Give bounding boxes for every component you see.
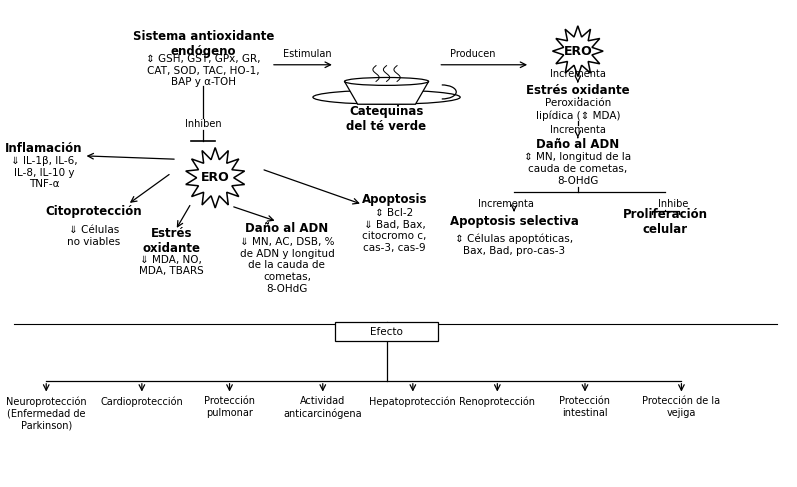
Text: Protección
intestinal: Protección intestinal bbox=[559, 396, 611, 418]
Polygon shape bbox=[186, 148, 245, 208]
Text: Incrementa: Incrementa bbox=[550, 69, 606, 79]
Ellipse shape bbox=[313, 90, 460, 104]
Text: ⇓ MN, AC, DSB, %
de ADN y longitud
de la cauda de
cometas,
8-OHdG: ⇓ MN, AC, DSB, % de ADN y longitud de la… bbox=[240, 237, 334, 294]
Text: Estrés
oxidante: Estrés oxidante bbox=[143, 227, 200, 255]
Text: Hepatoprotección: Hepatoprotección bbox=[370, 396, 456, 407]
Text: Cardioprotección: Cardioprotección bbox=[100, 396, 183, 407]
Text: Neuroprotección
(Enfermedad de
Parkinson): Neuroprotección (Enfermedad de Parkinson… bbox=[6, 396, 87, 430]
Text: Estrés oxidante: Estrés oxidante bbox=[526, 84, 630, 96]
Text: Protección de la
vejiga: Protección de la vejiga bbox=[642, 396, 720, 418]
Text: Inflamación: Inflamación bbox=[5, 142, 83, 155]
Text: Peroxidación
lipídica (⇕ MDA): Peroxidación lipídica (⇕ MDA) bbox=[536, 98, 620, 121]
Text: Efecto: Efecto bbox=[370, 327, 403, 337]
Polygon shape bbox=[344, 81, 429, 104]
Text: Apoptosis selectiva: Apoptosis selectiva bbox=[450, 215, 579, 228]
Text: ⇕ GSH, GST, GPx, GR,
CAT, SOD, TAC, HO-1,
BAP y α-TOH: ⇕ GSH, GST, GPx, GR, CAT, SOD, TAC, HO-1… bbox=[146, 54, 261, 87]
Text: ⇓ IL-1β, IL-6,
IL-8, IL-10 y
TNF-α: ⇓ IL-1β, IL-6, IL-8, IL-10 y TNF-α bbox=[10, 156, 77, 189]
Text: Sistema antioxidante
endógeno: Sistema antioxidante endógeno bbox=[132, 30, 274, 58]
Text: Inhiben: Inhiben bbox=[185, 119, 222, 129]
Ellipse shape bbox=[344, 77, 429, 85]
Text: Apoptosis: Apoptosis bbox=[362, 193, 427, 206]
Polygon shape bbox=[552, 26, 603, 76]
Text: Inhibe: Inhibe bbox=[658, 199, 689, 209]
Text: Citoprotección: Citoprotección bbox=[45, 206, 143, 218]
Text: ⇓ Células
no viables: ⇓ Células no viables bbox=[68, 225, 120, 246]
Text: Renoprotección: Renoprotección bbox=[459, 396, 536, 407]
Text: ⇕ MN, longitud de la
cauda de cometas,
8-OHdG: ⇕ MN, longitud de la cauda de cometas, 8… bbox=[524, 152, 631, 186]
Text: Incrementa: Incrementa bbox=[550, 125, 606, 135]
Text: ⇕ Bcl-2
⇓ Bad, Bax,
citocromo c,
cas-3, cas-9: ⇕ Bcl-2 ⇓ Bad, Bax, citocromo c, cas-3, … bbox=[363, 208, 426, 253]
Text: Daño al ADN: Daño al ADN bbox=[536, 138, 619, 151]
Text: Producen: Producen bbox=[450, 49, 496, 59]
Text: Incrementa: Incrementa bbox=[478, 199, 534, 209]
Text: ERO: ERO bbox=[201, 171, 230, 184]
Text: Proliferación
celular: Proliferación celular bbox=[623, 207, 708, 236]
Text: ERO: ERO bbox=[563, 45, 592, 57]
Text: Protección
pulmonar: Protección pulmonar bbox=[204, 396, 255, 418]
Text: Estimulan: Estimulan bbox=[282, 49, 332, 59]
Text: Catequinas
del té verde: Catequinas del té verde bbox=[347, 105, 426, 133]
Text: ⇓ MDA, NO,
MDA, TBARS: ⇓ MDA, NO, MDA, TBARS bbox=[139, 255, 204, 276]
Text: Daño al ADN: Daño al ADN bbox=[245, 223, 328, 235]
FancyBboxPatch shape bbox=[335, 322, 438, 341]
Text: ⇕ Células apoptóticas,
Bax, Bad, pro-cas-3: ⇕ Células apoptóticas, Bax, Bad, pro-cas… bbox=[455, 234, 573, 256]
Text: Actividad
anticarcinógena: Actividad anticarcinógena bbox=[284, 396, 362, 419]
